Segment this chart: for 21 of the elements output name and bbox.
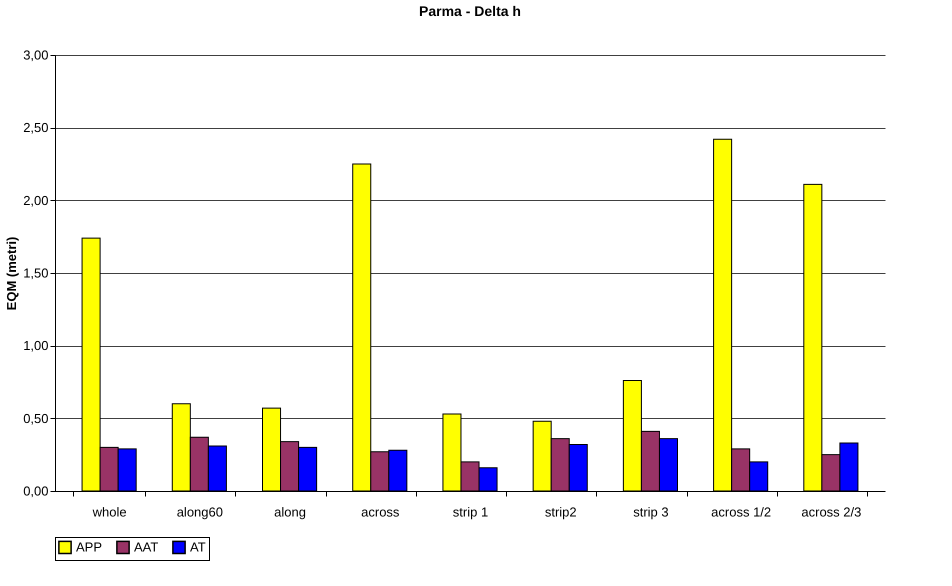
y-tick-label: 2,00: [23, 192, 48, 208]
legend-label: AAT: [134, 539, 158, 554]
x-tick-label: strip 3: [633, 504, 669, 520]
x-tick-label: whole: [92, 504, 127, 520]
x-tick-label: across 2/3: [801, 504, 862, 520]
chart-title: Parma - Delta h: [419, 3, 521, 19]
legend-label: APP: [76, 539, 102, 554]
x-tick-label: strip 1: [452, 504, 488, 520]
x-tick-label: across: [361, 504, 400, 520]
y-tick-label: 1,00: [23, 338, 48, 354]
legend-label: AT: [190, 539, 206, 554]
y-tick-label: 2,50: [23, 120, 48, 136]
y-axis-title: EQM (metri): [4, 236, 20, 310]
y-tick-label: 1,50: [23, 266, 48, 280]
y-tick-label: 0,50: [23, 410, 48, 426]
x-tick-label: along: [274, 504, 306, 520]
x-tick-label: across 1/2: [711, 504, 772, 520]
y-tick-label: 0,00: [23, 484, 48, 498]
x-tick-label: along60: [176, 504, 223, 520]
x-tick-label: strip2: [544, 504, 577, 520]
y-tick-label: 3,00: [23, 48, 48, 62]
